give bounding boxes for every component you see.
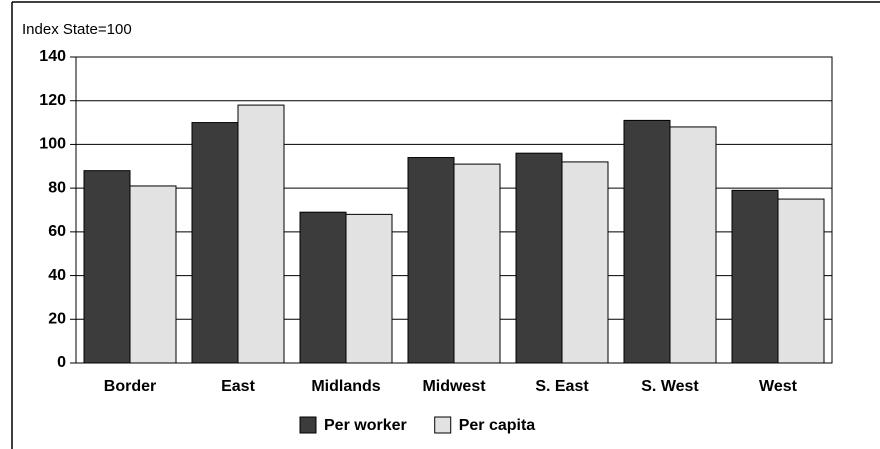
- bar: [623, 119, 671, 364]
- x-tick-label: West: [759, 378, 798, 395]
- legend-swatch: [434, 416, 452, 434]
- y-tick-label: 40: [48, 267, 66, 284]
- y-tick-label: 100: [39, 136, 66, 153]
- bar: [561, 161, 609, 364]
- x-tick-label: S. East: [535, 378, 589, 395]
- bar: [129, 185, 177, 364]
- x-tick-label: Border: [104, 378, 156, 395]
- bar: [777, 198, 825, 364]
- y-tick-label: 60: [48, 223, 66, 240]
- bar: [345, 213, 393, 364]
- y-tick-label: 120: [39, 92, 66, 109]
- x-tick-label: S. West: [641, 378, 699, 395]
- y-tick-label: 80: [48, 179, 66, 196]
- bar: [669, 126, 717, 364]
- x-tick-label: East: [221, 378, 255, 395]
- bar: [731, 189, 779, 364]
- legend-label: Per capita: [459, 417, 536, 434]
- y-tick-label: 0: [57, 354, 66, 371]
- y-tick-label: 140: [39, 48, 66, 65]
- x-tick-label: Midlands: [311, 378, 380, 395]
- bar: [237, 104, 285, 364]
- bar: [515, 152, 563, 364]
- bar: [83, 170, 131, 364]
- bar: [299, 211, 347, 364]
- y-axis-label: Index State=100: [22, 21, 132, 38]
- legend-label: Per worker: [324, 417, 407, 434]
- y-tick-label: 20: [48, 311, 66, 328]
- bar: [453, 163, 501, 364]
- bar: [191, 122, 239, 364]
- bar: [407, 157, 455, 364]
- legend-swatch: [299, 416, 317, 434]
- x-tick-label: Midwest: [422, 378, 486, 395]
